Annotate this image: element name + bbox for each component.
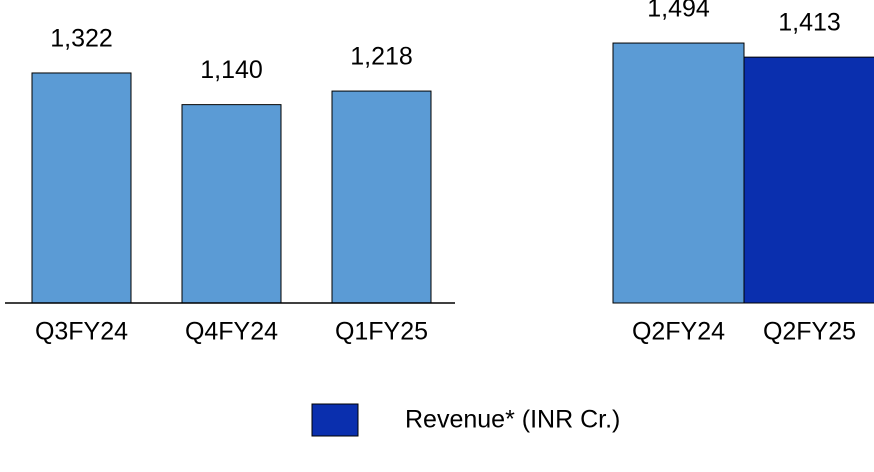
x-tick-label: Q1FY25	[335, 318, 428, 346]
x-tick-label: Q2FY24	[632, 318, 725, 346]
data-label: 1,218	[350, 43, 413, 71]
x-tick-label: Q3FY24	[35, 318, 128, 346]
data-label: 1,322	[50, 25, 113, 53]
bar	[331, 90, 432, 304]
bar	[612, 42, 745, 304]
bar	[31, 72, 132, 304]
bar	[743, 56, 874, 304]
x-tick-label: Q4FY24	[185, 318, 278, 346]
bar	[181, 104, 282, 304]
legend-label: Revenue* (INR Cr.)	[405, 406, 620, 434]
data-label: 1,413	[778, 9, 841, 37]
data-label: 1,494	[647, 0, 710, 23]
legend-swatch	[311, 403, 359, 437]
data-label: 1,140	[200, 56, 263, 84]
x-tick-label: Q2FY25	[763, 318, 856, 346]
